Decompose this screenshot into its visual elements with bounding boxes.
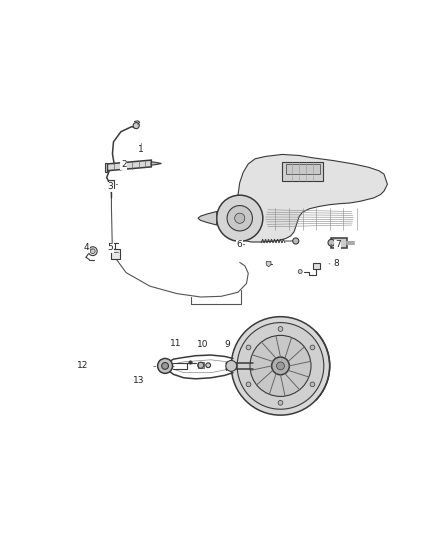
Circle shape (237, 322, 324, 409)
Polygon shape (105, 163, 107, 172)
Circle shape (278, 400, 283, 405)
Text: 10: 10 (197, 340, 209, 349)
Circle shape (278, 327, 283, 332)
Circle shape (235, 213, 245, 223)
Text: 2: 2 (121, 160, 127, 169)
Text: 11: 11 (170, 338, 182, 348)
Circle shape (310, 382, 315, 387)
Bar (286, 164, 320, 174)
Text: 6: 6 (237, 240, 245, 249)
Text: 5: 5 (107, 244, 114, 253)
Bar (313, 263, 319, 269)
Circle shape (162, 362, 169, 369)
Circle shape (88, 247, 97, 256)
Text: 3: 3 (107, 182, 117, 191)
Polygon shape (198, 212, 217, 225)
Text: 4: 4 (84, 244, 92, 253)
Circle shape (198, 362, 204, 368)
Circle shape (158, 358, 173, 374)
Polygon shape (151, 162, 162, 165)
Circle shape (310, 345, 315, 350)
Bar (282, 162, 323, 181)
Polygon shape (107, 160, 151, 171)
Circle shape (250, 335, 311, 397)
Circle shape (298, 270, 302, 273)
Polygon shape (266, 261, 271, 267)
Circle shape (231, 317, 330, 415)
Circle shape (217, 195, 263, 241)
Circle shape (276, 362, 284, 370)
Circle shape (328, 239, 335, 246)
Text: 12: 12 (77, 361, 88, 369)
Bar (111, 249, 120, 259)
Bar (198, 362, 204, 368)
Circle shape (227, 206, 252, 231)
Circle shape (90, 249, 95, 254)
Circle shape (293, 238, 299, 244)
Circle shape (133, 123, 139, 128)
Text: 9: 9 (224, 340, 230, 349)
Circle shape (246, 382, 251, 387)
Circle shape (206, 363, 211, 368)
Bar (332, 238, 347, 248)
Circle shape (226, 360, 237, 372)
Circle shape (246, 345, 251, 350)
Text: 8: 8 (329, 259, 339, 268)
Bar (108, 180, 114, 188)
Text: 13: 13 (133, 376, 145, 385)
Circle shape (272, 357, 290, 375)
Text: 1: 1 (138, 143, 144, 154)
Polygon shape (235, 155, 387, 242)
Circle shape (189, 361, 192, 364)
Text: 7: 7 (331, 240, 341, 249)
